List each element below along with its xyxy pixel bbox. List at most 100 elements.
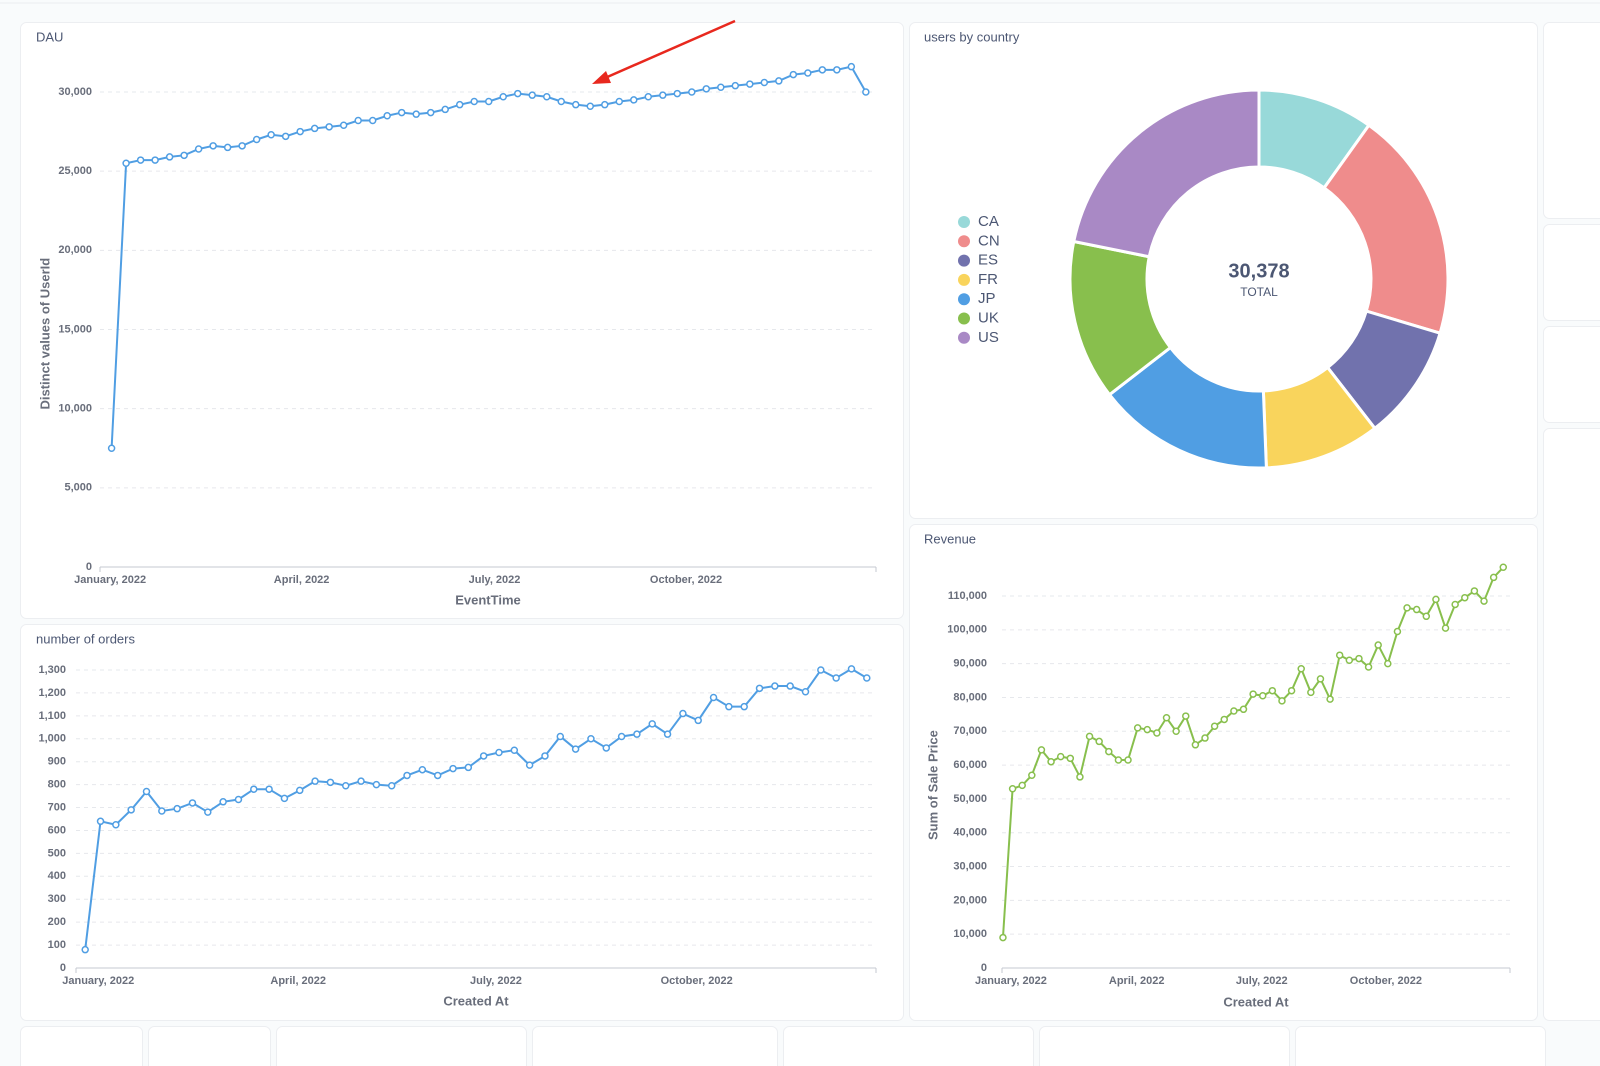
card-partial[interactable]	[148, 1026, 271, 1066]
point	[173, 804, 181, 813]
x-tick-label: July, 2022	[470, 975, 522, 987]
point	[252, 135, 261, 144]
point	[499, 92, 507, 101]
point	[464, 763, 473, 772]
point	[479, 752, 488, 760]
point	[1239, 705, 1248, 714]
point	[1326, 695, 1334, 703]
point	[1028, 771, 1036, 779]
point	[372, 780, 381, 789]
card-partial[interactable]	[1039, 1026, 1290, 1066]
annotation-arrow	[592, 19, 736, 84]
y-tick-label: 20,000	[953, 894, 987, 906]
point	[495, 748, 503, 757]
point	[1335, 651, 1344, 659]
point	[542, 92, 551, 101]
point	[354, 116, 362, 125]
legend-dot	[958, 235, 970, 248]
point	[775, 77, 783, 85]
point	[397, 108, 406, 117]
center-label: TOTAL	[1240, 285, 1278, 299]
point	[541, 752, 549, 760]
point	[615, 97, 624, 106]
point	[1345, 656, 1354, 665]
point	[702, 85, 711, 93]
point	[1278, 697, 1286, 705]
point	[238, 142, 246, 150]
point	[786, 682, 794, 690]
point	[760, 78, 769, 87]
y-tick-label: 90,000	[953, 658, 987, 670]
point	[339, 121, 348, 129]
point	[412, 110, 420, 118]
x-tick-label: July, 2022	[469, 574, 521, 586]
point	[441, 105, 449, 114]
point	[136, 156, 145, 164]
point	[209, 142, 217, 150]
point	[219, 798, 227, 806]
point	[755, 684, 764, 693]
point	[528, 91, 536, 99]
point	[96, 817, 105, 826]
point	[1489, 573, 1498, 582]
point	[510, 746, 519, 754]
point	[513, 89, 522, 98]
point	[142, 787, 151, 796]
point	[368, 116, 377, 125]
point	[1037, 746, 1046, 754]
card-partial[interactable]	[20, 1026, 143, 1066]
card-partial[interactable]	[1543, 326, 1600, 423]
y-tick-label: 200	[48, 916, 66, 928]
point	[81, 945, 89, 954]
card-partial[interactable]	[1543, 224, 1600, 321]
point	[1095, 737, 1103, 746]
point	[165, 153, 174, 161]
point	[267, 130, 275, 139]
y-tick-label: 600	[48, 824, 66, 836]
point	[633, 730, 641, 738]
y-tick-label: 800	[48, 779, 66, 791]
card-partial[interactable]	[1295, 1026, 1546, 1066]
x-tick-label: October, 2022	[650, 574, 722, 586]
card-partial[interactable]	[532, 1026, 778, 1066]
y-tick-label: 0	[86, 561, 92, 573]
card-orders[interactable]	[20, 624, 904, 1021]
legend-label: CN	[978, 232, 1000, 249]
point	[1230, 707, 1238, 715]
point	[1441, 624, 1450, 632]
point	[1133, 724, 1142, 732]
card-partial[interactable]	[1543, 22, 1600, 219]
y-tick-label: 15,000	[58, 323, 92, 335]
card-partial[interactable]	[276, 1026, 527, 1066]
point	[659, 91, 667, 99]
point	[1047, 757, 1055, 766]
point	[1297, 664, 1305, 673]
y-tick-label: 1,100	[38, 710, 66, 722]
point	[1249, 690, 1257, 698]
point	[1268, 686, 1277, 695]
point	[731, 81, 740, 90]
point	[617, 732, 626, 741]
point	[204, 808, 212, 816]
card-dau[interactable]	[20, 22, 904, 619]
card-partial[interactable]	[783, 1026, 1034, 1066]
slice	[1071, 88, 1261, 259]
point	[1470, 587, 1479, 595]
point	[325, 123, 333, 131]
card-title: users by country	[924, 29, 1020, 44]
card-partial[interactable]	[1543, 428, 1600, 1021]
point	[341, 782, 350, 790]
point	[863, 674, 871, 682]
point	[1124, 756, 1132, 764]
point	[296, 127, 304, 136]
x-tick-label: April, 2022	[270, 975, 326, 987]
y-tick-label: 30,000	[953, 860, 987, 872]
card-revenue[interactable]	[909, 524, 1538, 1021]
point	[817, 666, 825, 674]
point	[709, 693, 718, 702]
y-tick-label: 5,000	[64, 482, 92, 494]
point	[663, 730, 672, 738]
point	[1422, 612, 1431, 621]
y-tick-label: 1,300	[38, 664, 66, 676]
